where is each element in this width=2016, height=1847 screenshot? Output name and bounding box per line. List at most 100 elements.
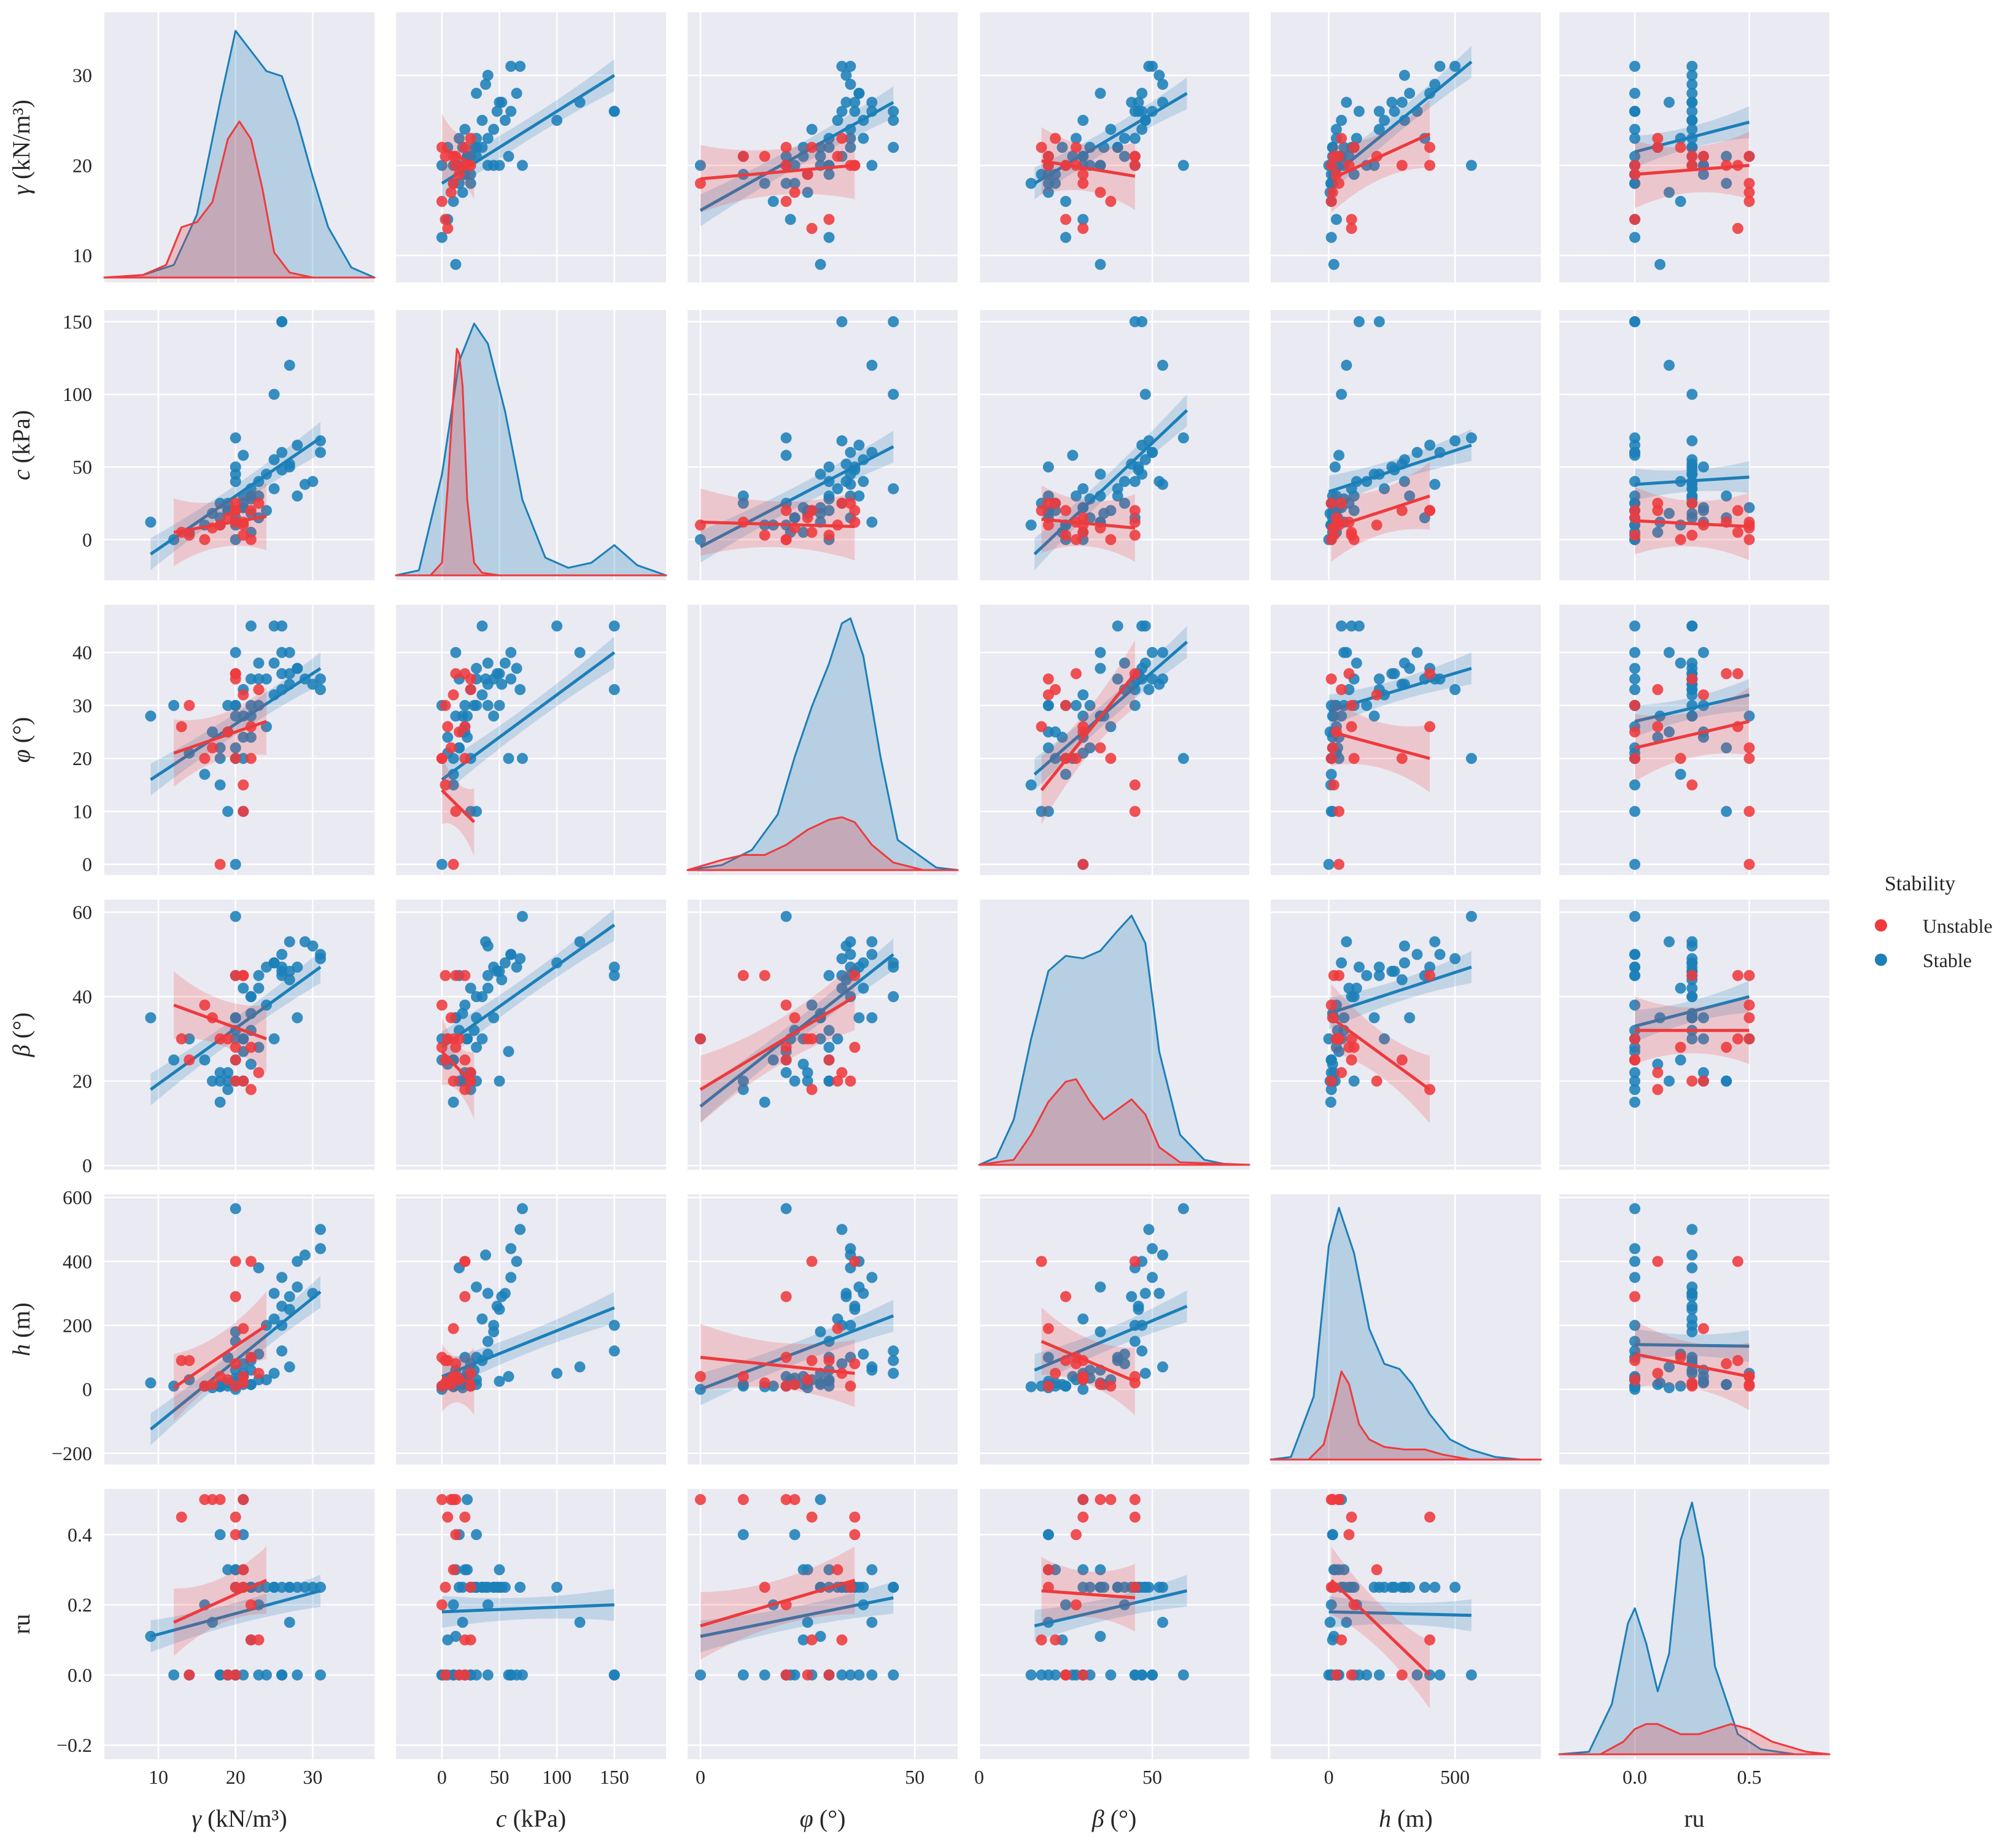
point-unstable xyxy=(1371,1564,1382,1576)
point-stable xyxy=(1042,187,1054,198)
point-stable xyxy=(1686,1281,1698,1293)
point-stable xyxy=(815,1033,826,1044)
point-unstable xyxy=(1732,526,1743,538)
point-stable xyxy=(514,684,526,696)
point-stable xyxy=(1675,1054,1686,1066)
point-stable xyxy=(1067,449,1079,461)
y-tick-label: 20 xyxy=(72,747,92,769)
point-stable xyxy=(849,106,861,117)
point-stable xyxy=(823,169,835,180)
point-unstable xyxy=(1686,970,1698,981)
regression-line-stable xyxy=(699,445,894,548)
x-axis-label: φ (°) xyxy=(800,1805,846,1832)
regression-line-stable xyxy=(1634,475,1750,486)
regression-line-stable xyxy=(1033,640,1188,776)
point-stable xyxy=(268,1582,280,1593)
point-stable xyxy=(888,1367,899,1379)
point-stable xyxy=(471,1529,483,1541)
point-stable xyxy=(436,858,448,870)
point-unstable xyxy=(1346,721,1357,733)
y-axis-label: h (m) xyxy=(7,1302,35,1356)
point-unstable xyxy=(694,1033,706,1044)
point-stable xyxy=(789,177,801,189)
point-stable xyxy=(1629,911,1641,922)
point-stable xyxy=(1105,1669,1117,1681)
point-stable xyxy=(815,150,826,162)
point-stable xyxy=(476,991,488,1003)
point-unstable xyxy=(1675,1041,1686,1053)
point-stable xyxy=(797,1564,809,1576)
point-stable xyxy=(1070,699,1082,711)
panel-r4-c4 xyxy=(1270,1194,1542,1464)
point-stable xyxy=(491,1301,503,1312)
point-unstable xyxy=(1424,721,1436,733)
point-stable xyxy=(276,647,288,658)
point-stable xyxy=(1077,214,1089,225)
point-unstable xyxy=(465,133,476,144)
point-unstable xyxy=(849,1511,861,1523)
point-stable xyxy=(436,231,448,243)
point-stable xyxy=(888,106,899,117)
point-unstable xyxy=(1036,505,1047,516)
point-stable xyxy=(737,1084,749,1095)
point-stable xyxy=(866,936,878,947)
point-unstable xyxy=(253,1367,265,1379)
point-unstable xyxy=(1346,214,1357,225)
point-stable xyxy=(1629,106,1641,117)
point-stable xyxy=(1177,432,1189,444)
point-unstable xyxy=(445,742,457,753)
point-unstable xyxy=(836,1067,848,1078)
point-stable xyxy=(476,115,488,126)
point-stable xyxy=(1663,1075,1675,1087)
point-stable xyxy=(845,478,856,490)
point-stable xyxy=(168,699,180,711)
point-stable xyxy=(1348,169,1360,180)
legend-entry-unstable: Unstable xyxy=(1923,915,1993,937)
point-stable xyxy=(815,1494,826,1506)
point-unstable xyxy=(442,1511,454,1523)
point-stable xyxy=(1325,1084,1337,1095)
point-unstable xyxy=(802,1033,813,1044)
point-unstable xyxy=(436,196,448,207)
point-unstable xyxy=(1095,742,1106,753)
point-unstable xyxy=(836,1634,848,1646)
y-axis-label: β (°) xyxy=(7,1013,35,1058)
point-stable xyxy=(476,620,488,632)
point-unstable xyxy=(1629,699,1641,711)
point-stable xyxy=(299,936,311,947)
point-stable xyxy=(494,1375,505,1387)
point-unstable xyxy=(1042,1380,1054,1392)
point-stable xyxy=(494,1564,505,1576)
point-unstable xyxy=(1060,1669,1072,1681)
point-stable xyxy=(1389,1582,1400,1593)
point-stable xyxy=(315,684,326,696)
point-stable xyxy=(1398,69,1410,81)
point-unstable xyxy=(1346,1669,1357,1681)
x-tick-label: 30 xyxy=(303,1766,322,1788)
panel-r5-c2 xyxy=(688,1489,958,1759)
point-unstable xyxy=(1050,1634,1061,1646)
point-stable xyxy=(1098,1582,1110,1593)
point-unstable xyxy=(1129,779,1141,791)
y-tick-label: 600 xyxy=(63,1186,92,1208)
point-stable xyxy=(840,96,852,108)
x-tick-label: 20 xyxy=(226,1766,246,1788)
point-stable xyxy=(268,1313,280,1325)
point-unstable xyxy=(694,177,706,189)
panel-background xyxy=(979,310,1249,580)
regression-line-unstable xyxy=(1041,518,1136,530)
point-stable xyxy=(815,1378,826,1390)
point-unstable xyxy=(245,1256,257,1267)
point-stable xyxy=(482,699,494,711)
y-tick-label: 0 xyxy=(82,1154,92,1176)
point-unstable xyxy=(1743,150,1755,162)
x-tick-label: 0 xyxy=(437,1766,447,1788)
point-stable xyxy=(514,1582,526,1593)
point-unstable xyxy=(1077,177,1089,189)
point-unstable xyxy=(1743,196,1755,207)
point-stable xyxy=(1112,673,1123,685)
panel-r0-c4 xyxy=(1271,12,1541,282)
point-stable xyxy=(1629,1256,1641,1267)
y-axis-label: c (kPa) xyxy=(7,410,35,480)
point-unstable xyxy=(176,1511,187,1523)
